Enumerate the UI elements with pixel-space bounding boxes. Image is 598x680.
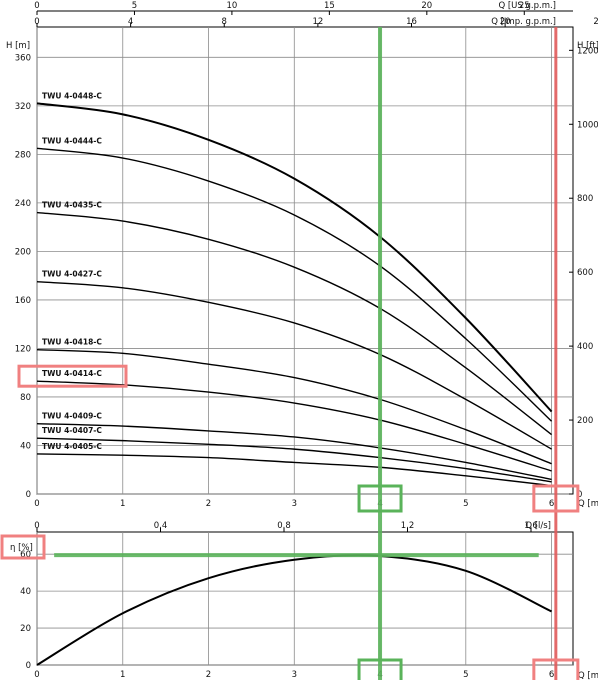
top-axis-imp-tick-label: 8 <box>222 17 227 27</box>
top-axis-us-tick-label: 0 <box>34 1 39 11</box>
curve-label: TWU 4-0418-C <box>42 338 102 347</box>
top-axis-ls-tick-label: 0 <box>34 521 39 531</box>
top-axis-imp-tick-label: 4 <box>128 17 133 27</box>
highlight-box-eta-label <box>0 534 46 560</box>
efficiency-curve-panel: 0123456020406000.40.81.21.6Q [l/s]η [%]Q… <box>10 521 598 680</box>
y-tick-label: 40 <box>20 441 31 451</box>
y-tick-label: 160 <box>15 296 31 306</box>
curve-label: TWU 4-0435-C <box>42 201 102 210</box>
top-axis-ls-label: Q [l/s] <box>525 521 551 531</box>
curve-label: TWU 4-0427-C <box>42 270 102 279</box>
top-axis-ls-tick-label: 1.6 <box>524 521 538 531</box>
y-right-tick-label: 600 <box>577 268 593 278</box>
y-tick-label: 20 <box>20 624 31 634</box>
y-right-tick-label: 0 <box>577 490 582 500</box>
highlight-box-flow-6-top <box>532 484 580 513</box>
pump-curve-twu-4-0405-c <box>36 453 552 487</box>
x-axis-label: Q [m³/h] <box>578 671 598 680</box>
pump-curve-twu-4-0409-c <box>36 422 552 481</box>
top-axis-imp-tick-label: 24 <box>593 17 598 27</box>
y-right-tick-label: 1200 <box>577 46 598 56</box>
y-right-tick-label: 800 <box>577 194 593 204</box>
highlight-box-flow-6-bottom <box>532 658 580 680</box>
top-axis-us-tick-label: 5 <box>132 1 137 11</box>
y-right-tick-label: 400 <box>577 342 593 352</box>
y-tick-label: 240 <box>15 199 31 209</box>
x-tick-label: 2 <box>206 499 211 509</box>
top-axis-us-tick-label: 10 <box>226 1 237 11</box>
y-tick-label: 360 <box>15 53 31 63</box>
curve-label: TWU 4-0444-C <box>42 136 102 145</box>
plot-frame <box>36 26 574 495</box>
top-axis-imp-tick-label: 20 <box>500 17 511 27</box>
x-tick-label: 3 <box>292 670 297 680</box>
highlight-box-model <box>17 364 128 388</box>
top-axis-us-tick-label: 15 <box>324 1 335 11</box>
head-curve-panel: 0123456040801201602002402803203600200400… <box>6 1 598 509</box>
y-tick-label: 40 <box>20 587 31 597</box>
y-axis-label: η [%] <box>10 543 33 553</box>
top-axis-us-tick-label: 20 <box>421 1 432 11</box>
x-axis-label: Q [m³/h] <box>578 499 598 509</box>
curve-label: TWU 4-0405-C <box>42 442 102 451</box>
pump-curve-twu-4-0448-c <box>36 102 553 413</box>
top-axis-ls-tick-label: 0.4 <box>154 521 168 531</box>
x-tick-label: 1 <box>120 670 125 680</box>
x-tick-label: 5 <box>463 499 468 509</box>
pump-curve-twu-4-0444-c <box>36 147 553 422</box>
y-tick-label: 0 <box>26 490 31 500</box>
y-tick-label: 280 <box>15 150 31 160</box>
x-tick-label: 5 <box>463 670 468 680</box>
y-tick-label: 200 <box>15 247 31 257</box>
top-axis-imp-tick-label: 16 <box>406 17 417 27</box>
pump-curve-twu-4-0418-c <box>36 348 552 465</box>
y-tick-label: 320 <box>15 102 31 112</box>
x-tick-label: 6 <box>549 499 554 509</box>
x-tick-label: 6 <box>549 670 554 680</box>
top-axis-imp-tick-label: 12 <box>312 17 323 27</box>
y-tick-label: 120 <box>15 344 31 354</box>
efficiency-curve <box>36 554 552 666</box>
y-axis-label: H [m] <box>6 41 30 51</box>
x-tick-label: 0 <box>34 670 39 680</box>
annotation-overlay <box>0 27 580 680</box>
highlight-box-flow-4-top <box>357 484 403 513</box>
x-tick-label: 2 <box>206 670 211 680</box>
curve-label: TWU 4-0448-C <box>42 91 102 100</box>
x-tick-label: 3 <box>292 499 297 509</box>
curve-label: TWU 4-0407-C <box>42 426 102 435</box>
top-axis-ls-tick-label: 0.8 <box>277 521 291 531</box>
highlight-box-flow-4-bottom <box>357 658 403 680</box>
top-axis-us-label: Q [US g.p.m.] <box>498 1 556 11</box>
curve-label: TWU 4-0409-C <box>42 412 102 421</box>
y-right-tick-label: 1000 <box>577 120 598 130</box>
x-tick-label: 0 <box>34 499 39 509</box>
y-tick-label: 0 <box>26 661 31 671</box>
y-right-axis-label: H [ft] <box>577 41 598 51</box>
y-tick-label: 60 <box>20 550 31 560</box>
top-axis-imp-label: Q [Imp. g.p.m.] <box>491 17 556 27</box>
x-tick-label: 1 <box>120 499 125 509</box>
pump-curve-twu-4-0407-c <box>36 437 552 483</box>
pump-curve-twu-4-0435-c <box>36 211 552 436</box>
top-axis-imp-tick-label: 0 <box>34 17 39 27</box>
top-axis-ls-tick-label: 1.2 <box>401 521 415 531</box>
y-right-tick-label: 200 <box>577 416 593 426</box>
pump-curve-twu-4-0427-c <box>36 281 552 450</box>
plot-frame <box>36 531 574 666</box>
top-axis-us-tick-label: 25 <box>519 1 530 11</box>
curve-label: TWU 4-0414-C <box>42 369 102 378</box>
y-tick-label: 80 <box>20 393 31 403</box>
